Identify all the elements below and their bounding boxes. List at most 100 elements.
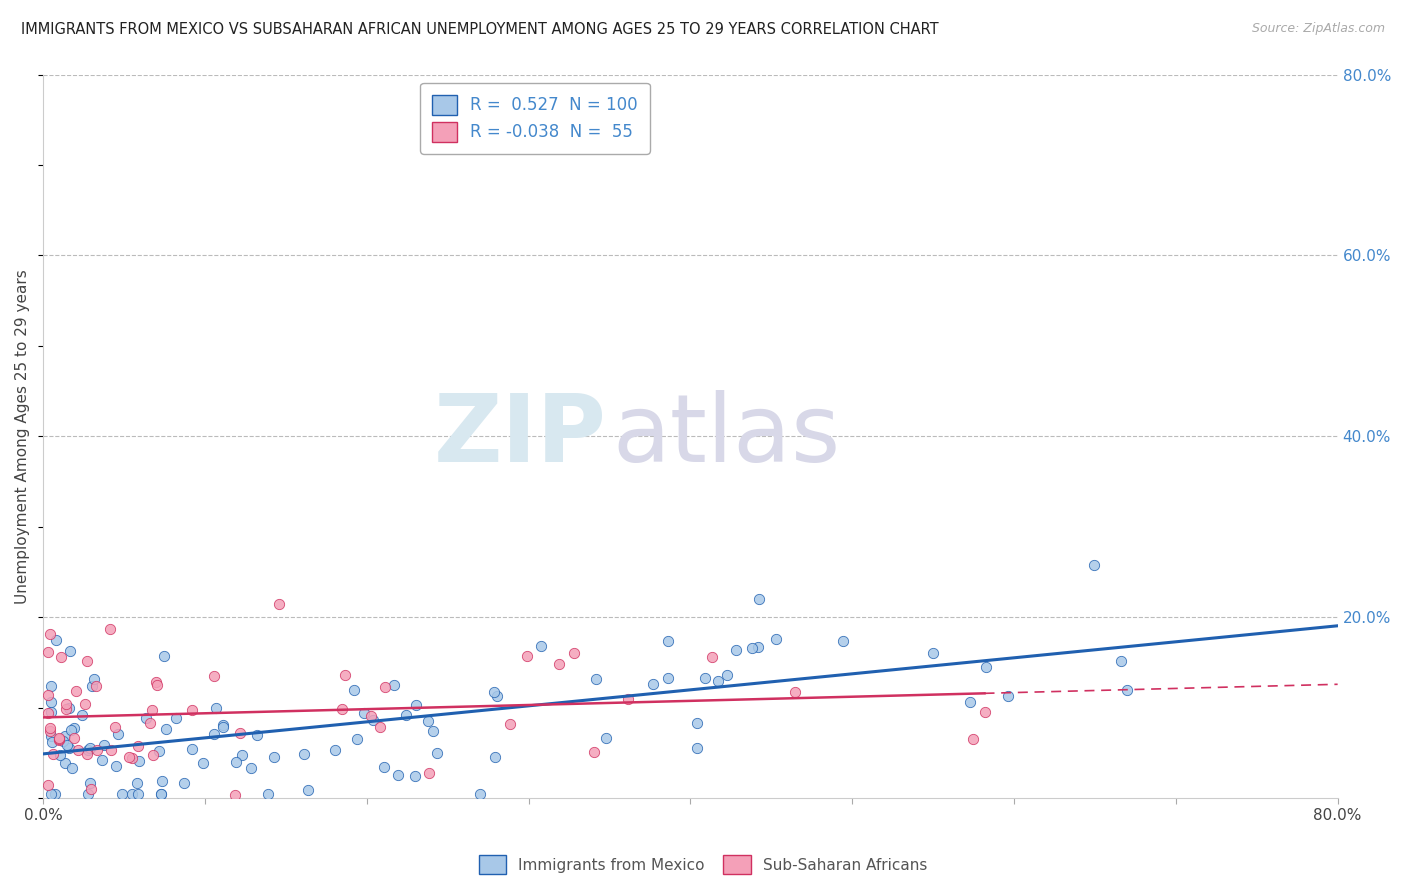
Point bbox=[38, 721, 60, 735]
Point bbox=[63, 722, 86, 736]
Point bbox=[748, 592, 770, 607]
Point bbox=[39, 679, 62, 693]
Point bbox=[212, 720, 235, 734]
Point bbox=[202, 727, 225, 741]
Point bbox=[121, 751, 143, 765]
Point bbox=[48, 731, 70, 746]
Point bbox=[75, 697, 97, 711]
Point bbox=[48, 732, 70, 747]
Point bbox=[77, 743, 100, 757]
Point bbox=[382, 677, 405, 691]
Point bbox=[105, 759, 128, 773]
Point bbox=[41, 735, 63, 749]
Point bbox=[353, 706, 375, 721]
Point bbox=[60, 761, 83, 775]
Point bbox=[225, 756, 247, 770]
Point bbox=[79, 776, 101, 790]
Point bbox=[49, 650, 72, 665]
Point bbox=[83, 672, 105, 686]
Point bbox=[1109, 654, 1132, 668]
Point bbox=[63, 731, 86, 745]
Point bbox=[76, 654, 98, 668]
Point bbox=[765, 632, 787, 647]
Point bbox=[100, 743, 122, 757]
Point bbox=[485, 689, 508, 703]
Point bbox=[562, 646, 585, 660]
Point bbox=[80, 781, 103, 796]
Point bbox=[921, 646, 943, 660]
Point bbox=[395, 708, 418, 723]
Point bbox=[93, 738, 115, 752]
Point bbox=[997, 689, 1019, 703]
Point bbox=[263, 750, 285, 764]
Point bbox=[155, 723, 177, 737]
Point bbox=[418, 766, 440, 780]
Point bbox=[1083, 558, 1105, 573]
Point bbox=[374, 681, 396, 695]
Point bbox=[60, 723, 83, 738]
Point bbox=[959, 695, 981, 709]
Point bbox=[98, 622, 121, 636]
Point bbox=[150, 787, 173, 801]
Point bbox=[368, 720, 391, 734]
Y-axis label: Unemployment Among Ages 25 to 29 years: Unemployment Among Ages 25 to 29 years bbox=[15, 268, 30, 604]
Point bbox=[37, 688, 59, 702]
Point bbox=[49, 747, 72, 762]
Point bbox=[323, 743, 346, 757]
Point bbox=[641, 677, 664, 691]
Point bbox=[38, 723, 60, 738]
Point bbox=[700, 649, 723, 664]
Text: IMMIGRANTS FROM MEXICO VS SUBSAHARAN AFRICAN UNEMPLOYMENT AMONG AGES 25 TO 29 YE: IMMIGRANTS FROM MEXICO VS SUBSAHARAN AFR… bbox=[21, 22, 939, 37]
Point bbox=[468, 787, 491, 801]
Point bbox=[832, 634, 855, 648]
Point bbox=[127, 787, 149, 801]
Point bbox=[373, 760, 395, 774]
Point bbox=[962, 732, 984, 747]
Point bbox=[976, 659, 998, 673]
Point bbox=[139, 716, 162, 731]
Point bbox=[55, 698, 77, 712]
Point bbox=[44, 787, 66, 801]
Legend: Immigrants from Mexico, Sub-Saharan Africans: Immigrants from Mexico, Sub-Saharan Afri… bbox=[472, 849, 934, 880]
Point bbox=[426, 746, 449, 760]
Point bbox=[240, 761, 263, 775]
Point bbox=[39, 787, 62, 801]
Point bbox=[973, 705, 995, 719]
Point bbox=[741, 640, 763, 655]
Point bbox=[79, 740, 101, 755]
Point bbox=[547, 657, 569, 671]
Point bbox=[747, 640, 769, 655]
Point bbox=[52, 734, 75, 748]
Point bbox=[53, 756, 76, 770]
Point bbox=[484, 749, 506, 764]
Point bbox=[1116, 683, 1139, 698]
Text: ZIP: ZIP bbox=[433, 391, 606, 483]
Point bbox=[181, 703, 204, 717]
Point bbox=[229, 726, 252, 740]
Point bbox=[48, 732, 70, 747]
Point bbox=[297, 783, 319, 797]
Point bbox=[212, 718, 235, 732]
Point bbox=[104, 720, 127, 734]
Point bbox=[335, 668, 357, 682]
Point bbox=[693, 671, 716, 685]
Point bbox=[39, 729, 62, 743]
Point bbox=[165, 711, 187, 725]
Point bbox=[716, 667, 738, 681]
Point bbox=[128, 754, 150, 768]
Point bbox=[37, 645, 59, 659]
Point bbox=[37, 706, 59, 721]
Point bbox=[146, 678, 169, 692]
Point bbox=[107, 727, 129, 741]
Point bbox=[127, 739, 149, 753]
Point bbox=[785, 684, 807, 698]
Text: Source: ZipAtlas.com: Source: ZipAtlas.com bbox=[1251, 22, 1385, 36]
Point bbox=[142, 747, 165, 762]
Legend: R =  0.527  N = 100, R = -0.038  N =  55: R = 0.527 N = 100, R = -0.038 N = 55 bbox=[420, 83, 650, 153]
Point bbox=[173, 776, 195, 790]
Point bbox=[582, 745, 605, 759]
Point bbox=[530, 639, 553, 653]
Point bbox=[202, 669, 225, 683]
Point bbox=[86, 743, 108, 757]
Point bbox=[346, 732, 368, 747]
